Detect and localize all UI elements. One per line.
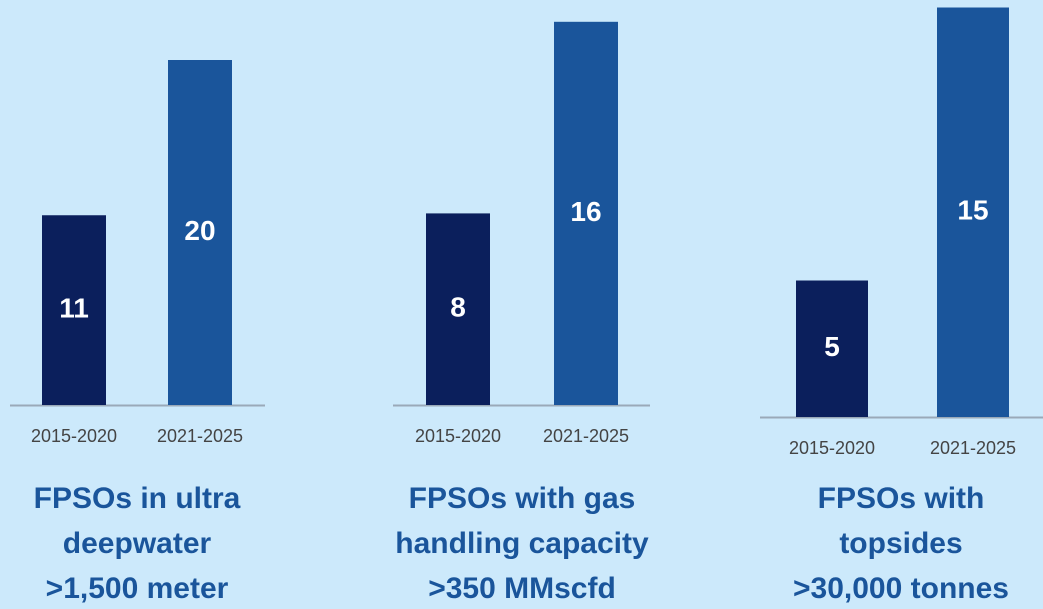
x-tick-label: 2015-2020 [415,426,501,446]
bar [426,213,490,405]
value-label: 16 [570,196,601,227]
chart-title: FPSOs with gas [409,482,636,515]
chart-title: >1,500 meter [46,572,229,605]
bar [168,60,232,405]
chart-title: handling capacity [395,527,649,560]
chart-title: topsides [839,527,962,560]
bar [937,7,1009,417]
x-tick-label: 2015-2020 [31,426,117,446]
x-tick-label: 2015-2020 [789,438,875,458]
value-label: 20 [184,215,215,246]
value-label: 15 [957,195,988,226]
chart-title: FPSOs with [818,482,985,515]
x-tick-label: 2021-2025 [543,426,629,446]
chart-title: FPSOs in ultra [34,482,241,515]
chart-title: >30,000 tonnes [793,572,1009,605]
x-tick-label: 2021-2025 [930,438,1016,458]
chart-title: >350 MMscfd [428,572,616,605]
x-tick-label: 2021-2025 [157,426,243,446]
value-label: 11 [59,293,89,324]
chart-title: deepwater [63,527,212,560]
value-label: 8 [450,292,466,323]
value-label: 5 [824,331,840,362]
bar [554,21,618,406]
bar [796,280,868,417]
bar [42,215,106,405]
